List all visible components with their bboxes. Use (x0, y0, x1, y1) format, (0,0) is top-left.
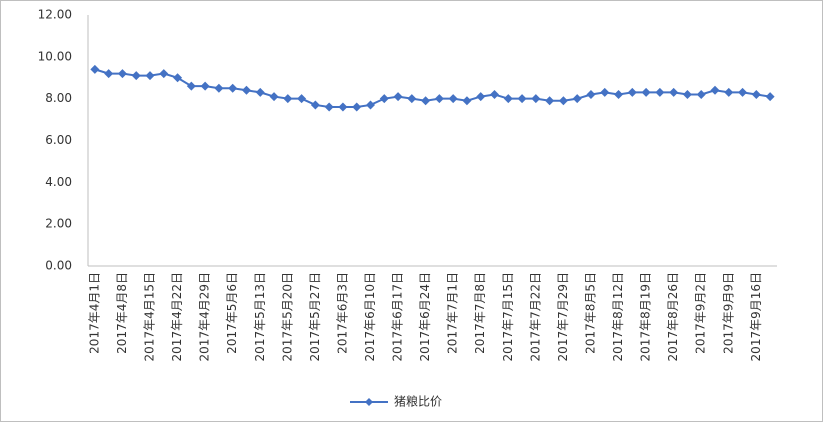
marker (214, 83, 224, 93)
x-tick-label: 2017年6月3日 (335, 272, 349, 354)
marker (751, 89, 761, 99)
x-tick-label: 2017年5月27日 (308, 272, 322, 361)
marker (641, 87, 651, 97)
y-tick-label: 4.00 (45, 175, 72, 189)
x-tick-label: 2017年8月5日 (583, 272, 597, 354)
marker (765, 92, 775, 102)
y-tick-label: 0.00 (45, 259, 72, 273)
x-tick-label: 2017年6月17日 (391, 272, 405, 361)
marker (517, 94, 527, 104)
marker (434, 94, 444, 104)
marker (738, 87, 748, 97)
marker (462, 96, 472, 106)
x-tick-label: 2017年7月15日 (501, 272, 515, 361)
marker (173, 73, 183, 83)
x-tick-label: 2017年7月29日 (556, 272, 570, 361)
y-tick-label: 2.00 (45, 217, 72, 231)
x-tick-label: 2017年5月20日 (280, 272, 294, 361)
marker (710, 85, 720, 95)
marker (324, 102, 334, 112)
marker (600, 87, 610, 97)
x-tick-label: 2017年6月10日 (363, 272, 377, 361)
marker (448, 94, 458, 104)
x-tick-label: 2017年4月15日 (143, 272, 157, 361)
marker (586, 89, 596, 99)
marker (558, 96, 568, 106)
marker (421, 96, 431, 106)
marker (545, 96, 555, 106)
marker (159, 69, 169, 79)
x-tick-label: 2017年4月29日 (198, 272, 212, 361)
x-tick-label: 2017年8月19日 (639, 272, 653, 361)
x-tick-label: 2017年8月12日 (611, 272, 625, 361)
y-tick-label: 6.00 (45, 133, 72, 147)
marker (531, 94, 541, 104)
marker (90, 64, 100, 74)
marker (310, 100, 320, 110)
x-tick-label: 2017年9月9日 (721, 272, 735, 354)
x-tick-label: 2017年8月26日 (666, 272, 680, 361)
x-tick-label: 2017年6月24日 (418, 272, 432, 361)
marker (117, 69, 127, 79)
x-tick-label: 2017年9月2日 (694, 272, 708, 354)
marker (655, 87, 665, 97)
marker (669, 87, 679, 97)
marker (682, 89, 692, 99)
marker (200, 81, 210, 91)
x-tick-label: 2017年4月22日 (170, 272, 184, 361)
marker (352, 102, 362, 112)
x-tick-label: 2017年7月22日 (528, 272, 542, 361)
x-tick-label: 2017年5月6日 (225, 272, 239, 354)
x-tick-label: 2017年4月8日 (115, 272, 129, 354)
y-tick-label: 12.00 (38, 8, 72, 22)
marker (696, 89, 706, 99)
marker (503, 94, 513, 104)
marker (131, 71, 141, 81)
marker (476, 92, 486, 102)
marker (255, 87, 265, 97)
marker (297, 94, 307, 104)
x-tick-label: 2017年9月16日 (749, 272, 763, 361)
marker (104, 69, 114, 79)
marker (627, 87, 637, 97)
marker (379, 94, 389, 104)
marker (145, 71, 155, 81)
legend-label: 猪粮比价 (394, 394, 442, 409)
marker (228, 83, 238, 93)
marker (241, 85, 251, 95)
x-tick-label: 2017年7月1日 (446, 272, 460, 354)
marker (490, 89, 500, 99)
marker (338, 102, 348, 112)
marker (724, 87, 734, 97)
x-tick-label: 2017年5月13日 (253, 272, 267, 361)
marker (283, 94, 293, 104)
x-tick-label: 2017年7月8日 (473, 272, 487, 354)
marker (572, 94, 582, 104)
marker (393, 92, 403, 102)
legend-marker (365, 398, 373, 406)
marker (365, 100, 375, 110)
marker (407, 94, 417, 104)
marker (186, 81, 196, 91)
y-tick-label: 10.00 (38, 49, 72, 63)
y-tick-label: 8.00 (45, 91, 72, 105)
x-tick-label: 2017年4月1日 (87, 272, 101, 354)
marker (614, 89, 624, 99)
marker (269, 92, 279, 102)
